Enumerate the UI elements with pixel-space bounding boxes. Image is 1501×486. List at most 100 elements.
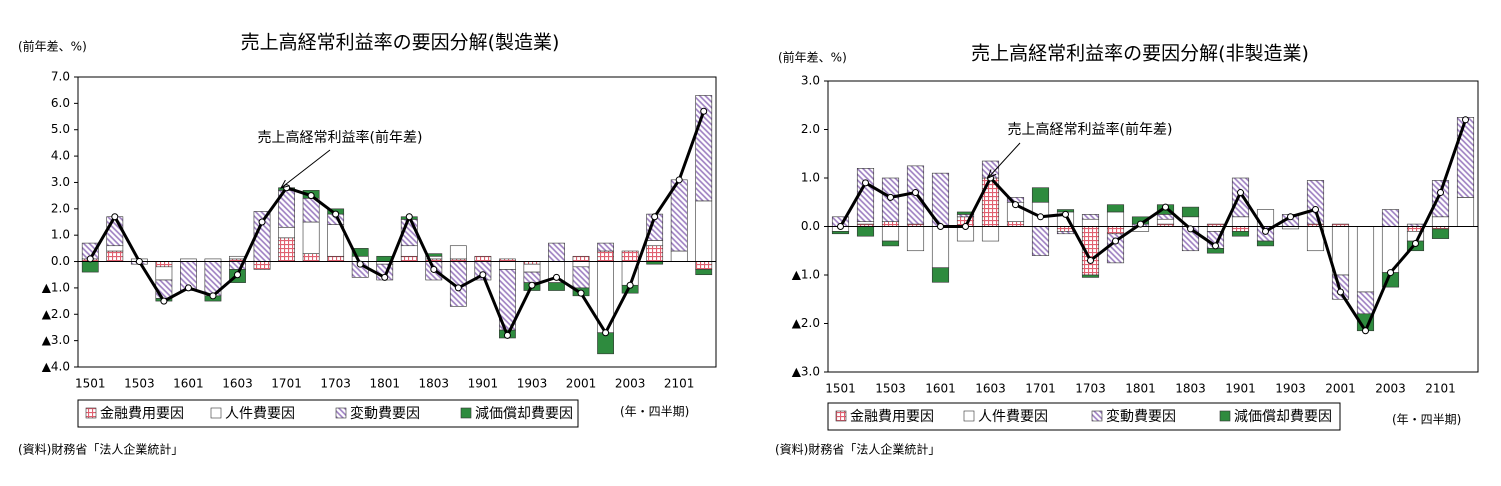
line-marker: [577, 289, 585, 297]
bar-segment: [881, 240, 900, 247]
bar-segment: [302, 253, 320, 262]
legend-swatch: [335, 407, 347, 419]
bar-segment: [695, 200, 713, 262]
bar-segment: [1331, 226, 1350, 276]
line-marker: [912, 189, 919, 197]
line-marker: [1087, 256, 1094, 264]
x-tick-label: 1603: [975, 382, 1006, 396]
x-tick-label: 1703: [320, 377, 351, 391]
y-tick-label: 6.0: [51, 96, 70, 110]
x-tick-label: 1601: [925, 382, 956, 396]
legend-label: 金融費用要因: [850, 409, 934, 425]
bar-segment: [1181, 206, 1200, 218]
annotation: 売上高経常利益率(前年差): [1008, 121, 1173, 138]
bar-segment: [670, 250, 688, 262]
line-marker: [381, 273, 389, 281]
line-marker: [86, 255, 94, 263]
bar-segment: [253, 261, 271, 270]
line-marker: [1437, 189, 1444, 197]
line-marker: [184, 284, 192, 292]
bar-segment: [400, 245, 418, 257]
x-unit: (年・四半期): [620, 405, 689, 419]
x-tick-label: 2001: [1325, 382, 1356, 396]
bar-segment: [155, 266, 173, 281]
line: [88, 110, 706, 340]
bar-segment: [1056, 231, 1075, 235]
source: (資料)財務省「法人企業統計」: [18, 442, 183, 457]
legend-label: 変動費要因: [350, 405, 420, 422]
bar-segment: [1431, 216, 1450, 227]
bar-segment: [1231, 231, 1250, 237]
x-tick-label: 2101: [664, 377, 695, 391]
bar-segment: [572, 266, 590, 289]
bar-segment: [1081, 214, 1100, 220]
bar-segment: [1106, 211, 1125, 227]
bar-segment: [106, 245, 124, 252]
x-tick-label: 2101: [1425, 382, 1456, 396]
bar-segment: [1156, 214, 1175, 220]
bar-segment: [1106, 226, 1125, 235]
line-marker: [332, 210, 340, 218]
line-marker: [405, 213, 413, 221]
legend-swatch: [210, 407, 222, 419]
arrow-head: [987, 169, 997, 179]
bar-segment: [523, 271, 541, 283]
line-marker: [1262, 227, 1269, 235]
bar-segment: [695, 261, 713, 270]
line-marker: [356, 260, 364, 268]
bar-segment: [278, 237, 295, 262]
y-unit: (前年差、%): [778, 50, 847, 65]
x-tick-label: 1501: [825, 382, 856, 396]
y-tick-label: ▲3.0: [42, 333, 70, 347]
line-marker: [1287, 213, 1294, 221]
line-marker: [1237, 189, 1244, 197]
line-marker: [479, 271, 487, 279]
line-marker: [1012, 201, 1019, 209]
bar-segment: [931, 226, 950, 269]
bar-segment: [351, 248, 369, 257]
legend-label: 人件費要因: [225, 406, 295, 422]
y-tick-label: 0.0: [801, 219, 820, 233]
bar-segment: [646, 245, 664, 262]
legend-label: 減価償却費要因: [1234, 408, 1332, 425]
line-marker: [1462, 116, 1469, 124]
bar-segment: [1006, 221, 1025, 227]
bar-segment: [856, 226, 875, 237]
bar-segment: [981, 226, 1000, 242]
bar-segment: [1456, 117, 1475, 198]
legend: [827, 402, 1341, 431]
bar-segment: [1081, 274, 1100, 278]
line-marker: [111, 213, 119, 221]
y-tick-label: 5.0: [51, 122, 70, 136]
legend-swatch: [1091, 410, 1103, 422]
y-tick-label: 1.0: [801, 171, 820, 185]
legend-label: 金融費用要因: [100, 406, 184, 422]
x-tick-label: 1503: [875, 382, 906, 396]
line-marker: [1187, 225, 1194, 233]
bar-segment: [1431, 228, 1450, 239]
x-tick-label: 1703: [1075, 382, 1106, 396]
line-marker: [651, 213, 659, 221]
legend-swatch: [835, 410, 847, 422]
line-marker: [887, 193, 894, 201]
bar-segment: [400, 255, 418, 262]
y-tick-label: 1.0: [51, 228, 70, 242]
x-tick-label: 1801: [1125, 382, 1156, 396]
bar-segment: [1306, 180, 1325, 225]
line: [839, 119, 1467, 334]
bar-segment: [302, 221, 320, 254]
line-marker: [1062, 210, 1069, 218]
line-marker: [1212, 242, 1219, 250]
bar-segment: [597, 250, 614, 262]
bar-segment: [548, 282, 565, 291]
line-marker: [962, 223, 969, 230]
line-marker: [553, 273, 560, 281]
y-tick-label: 3.0: [51, 175, 70, 189]
bar-segment: [1381, 209, 1400, 227]
line-marker: [234, 271, 241, 279]
chart-title: 売上高経常利益率の要因分解(製造業): [241, 32, 560, 54]
bar-segment: [1231, 177, 1250, 218]
bar-segment: [572, 261, 590, 268]
y-tick-label: ▲4.0: [42, 360, 70, 374]
